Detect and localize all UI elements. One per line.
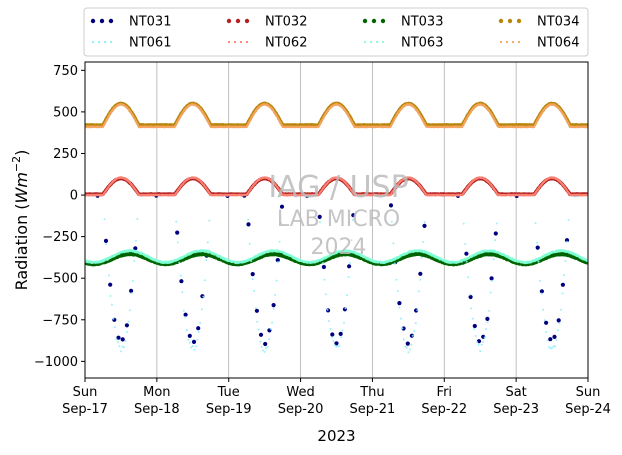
legend-marker [245, 40, 249, 44]
data-point [103, 238, 109, 243]
legend-label: NT031 [129, 15, 171, 30]
legend-item: NT032 [226, 15, 307, 30]
data-point [116, 335, 121, 340]
legend-label: NT034 [537, 15, 579, 30]
legend-item: NT031 [90, 15, 171, 30]
legend-marker [99, 18, 105, 24]
data-point [485, 316, 490, 321]
legend-marker [239, 40, 243, 44]
legend-item: NT034 [498, 15, 579, 30]
legend-marker [90, 18, 96, 24]
legend-item: NT063 [363, 36, 443, 51]
data-point [560, 282, 566, 287]
legend-marker [381, 40, 385, 44]
legend-label: NT032 [265, 15, 307, 30]
legend-marker [369, 40, 373, 44]
data-point [275, 258, 280, 263]
legend-item: NT061 [91, 36, 171, 51]
legend-label: NT062 [265, 36, 307, 51]
legend: NT031 NT032 NT033 NT034 NT061 NT062 NT063 NT064 [83, 7, 589, 57]
data-point [133, 246, 138, 251]
legend-label: NT061 [129, 36, 171, 51]
data-point [489, 276, 494, 281]
data-point [191, 339, 197, 344]
legend-marker [507, 18, 513, 24]
legend-marker [375, 40, 379, 44]
legend-marker [516, 18, 522, 24]
data-point [397, 301, 402, 306]
data-point [468, 294, 473, 300]
data-point [175, 230, 180, 235]
legend-label: NT064 [537, 36, 579, 51]
data-point [472, 323, 477, 329]
legend-marker [362, 18, 368, 24]
data-point [418, 271, 423, 276]
legend-marker [233, 40, 237, 44]
data-point [321, 264, 326, 270]
data-point [334, 341, 339, 346]
legend-label: NT033 [401, 15, 443, 30]
legend-marker [380, 18, 386, 24]
legend-marker [227, 40, 231, 44]
legend-item: NT033 [362, 15, 443, 30]
data-point [179, 279, 184, 284]
data-point [539, 289, 545, 294]
data-point [108, 282, 113, 287]
legend-marker [103, 40, 107, 44]
legend-marker [371, 18, 377, 24]
data-point [351, 213, 356, 218]
data-point [317, 214, 322, 219]
data-point [271, 303, 276, 308]
data-point [250, 272, 255, 277]
legend-marker [235, 18, 241, 24]
legend-item: NT064 [499, 36, 579, 51]
legend-box [83, 7, 589, 57]
legend-marker [109, 40, 113, 44]
legend-marker [97, 40, 101, 44]
data-point [544, 320, 549, 325]
data-point [535, 245, 540, 250]
legend-marker [511, 40, 515, 44]
data-point [564, 238, 570, 243]
data-point [129, 288, 134, 293]
data-point [493, 231, 498, 236]
legend-marker [517, 40, 521, 44]
data-point [246, 222, 251, 227]
data-point [124, 323, 129, 328]
legend-marker [244, 18, 250, 24]
data-point [556, 318, 561, 323]
data-point [187, 333, 192, 338]
data-point [120, 337, 125, 342]
plot-area [85, 101, 588, 354]
data-point [258, 332, 264, 337]
legend-marker [226, 18, 232, 24]
data-point [552, 334, 557, 339]
legend-marker [505, 40, 509, 44]
data-point [196, 326, 201, 331]
data-point [548, 337, 553, 342]
legend-label: NT063 [401, 36, 443, 51]
data-point [422, 223, 427, 228]
data-point [338, 331, 343, 336]
grid-lines [156, 62, 517, 378]
legend-item: NT062 [227, 36, 307, 51]
data-point [183, 312, 188, 317]
legend-marker [363, 40, 367, 44]
data-point [254, 308, 259, 313]
legend-marker [108, 18, 114, 24]
data-point [279, 204, 285, 209]
data-point [464, 251, 469, 256]
data-point [330, 332, 335, 337]
legend-marker [498, 18, 504, 24]
data-point [347, 264, 352, 269]
legend-marker [499, 40, 503, 44]
data-point [405, 341, 410, 346]
legend-marker [91, 40, 95, 44]
data-point [263, 341, 268, 347]
data-point [388, 203, 394, 208]
